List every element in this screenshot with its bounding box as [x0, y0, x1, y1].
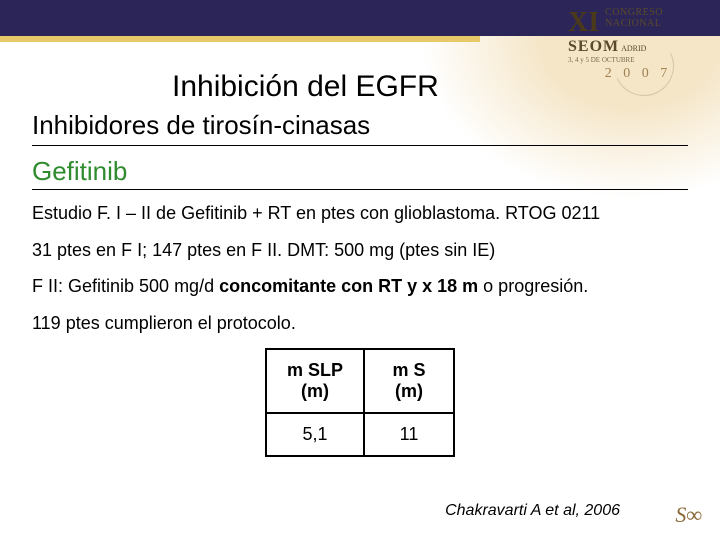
logo-line1: CONGRESO: [605, 8, 663, 19]
results-table: m SLP (m) m S (m) 5,1 11: [265, 348, 455, 457]
p3-part-a: F II: Gefitinib 500 mg/d: [32, 276, 219, 296]
table-header-row: m SLP (m) m S (m): [266, 349, 454, 413]
col-header-0: m SLP (m): [287, 360, 343, 402]
paragraph-4: 119 ptes cumplieron el protocolo.: [32, 312, 688, 335]
conference-logo: XI CONGRESO NACIONAL SEOM ADRID 3, 4 y 5…: [568, 8, 708, 81]
drug-name: Gefitinib: [32, 156, 688, 187]
paragraph-1: Estudio F. I – II de Gefitinib + RT en p…: [32, 202, 688, 225]
table-header-cell: m SLP (m): [266, 349, 364, 413]
table-cell: 11: [364, 413, 454, 456]
p3-part-b: concomitante con RT y x 18 m: [219, 276, 478, 296]
paragraph-2: 31 ptes en F I; 147 ptes en F II. DMT: 5…: [32, 239, 688, 262]
p3-part-c: o progresión.: [478, 276, 588, 296]
accent-line: [0, 36, 480, 42]
logo-line2: NACIONAL: [605, 19, 663, 30]
slide-content: Inhibición del EGFR Inhibidores de tiros…: [32, 70, 688, 457]
table-cell: 5,1: [266, 413, 364, 456]
paragraph-3: F II: Gefitinib 500 mg/d concomitante co…: [32, 275, 688, 298]
divider-1: [32, 145, 688, 146]
logo-roman: XI: [568, 8, 599, 37]
logo-org: SEOM: [568, 39, 619, 56]
table-row: 5,1 11: [266, 413, 454, 456]
page-subtitle: Inhibidores de tirosín-cinasas: [32, 110, 688, 141]
table-header-cell: m S (m): [364, 349, 454, 413]
citation: Chakravarti A et al, 2006: [445, 502, 620, 520]
col-header-1: m S (m): [385, 360, 433, 402]
divider-2: [32, 189, 688, 190]
footer-logo-mark: S∞: [675, 502, 702, 528]
